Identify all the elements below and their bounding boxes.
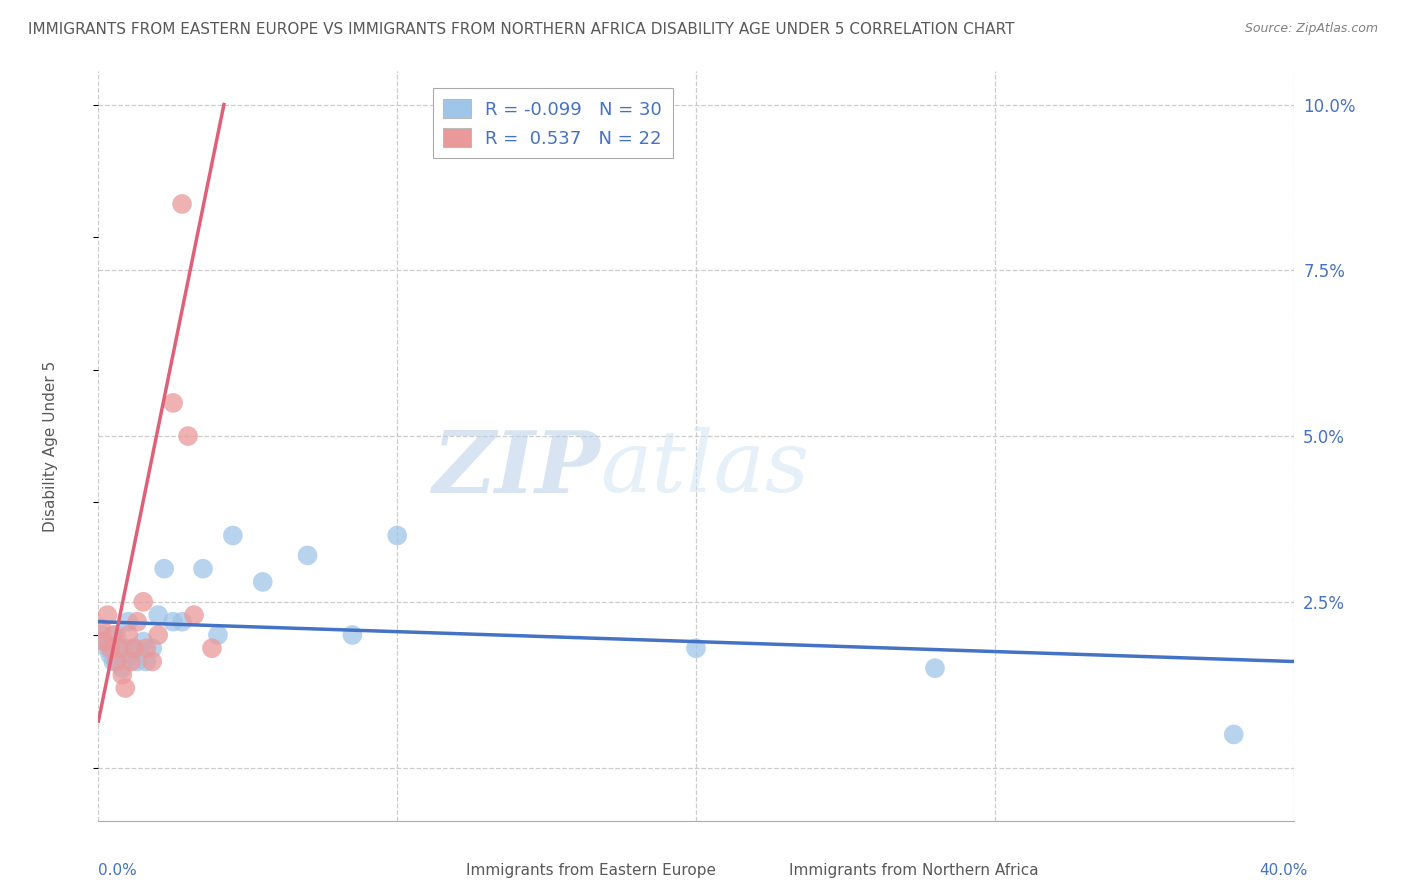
Text: Immigrants from Eastern Europe: Immigrants from Eastern Europe bbox=[465, 863, 716, 879]
Point bbox=[105, 628, 128, 642]
Point bbox=[90, 621, 112, 635]
Point bbox=[127, 655, 149, 669]
Point bbox=[685, 641, 707, 656]
Text: Immigrants from Northern Africa: Immigrants from Northern Africa bbox=[789, 863, 1039, 879]
Point bbox=[135, 655, 157, 669]
Point bbox=[93, 634, 115, 648]
Point bbox=[108, 641, 131, 656]
Point bbox=[117, 628, 139, 642]
Point bbox=[120, 655, 142, 669]
Text: Disability Age Under 5: Disability Age Under 5 bbox=[44, 360, 58, 532]
Point bbox=[924, 661, 946, 675]
Point bbox=[177, 429, 200, 443]
Legend: R = -0.099   N = 30, R =  0.537   N = 22: R = -0.099 N = 30, R = 0.537 N = 22 bbox=[433, 88, 672, 159]
Point bbox=[141, 641, 163, 656]
Point bbox=[385, 528, 409, 542]
Point bbox=[96, 608, 118, 623]
Point bbox=[111, 667, 134, 681]
Point bbox=[132, 634, 155, 648]
Point bbox=[162, 396, 184, 410]
Point bbox=[98, 641, 122, 656]
Point bbox=[201, 641, 224, 656]
Point bbox=[117, 615, 139, 629]
Point bbox=[172, 197, 194, 211]
Point bbox=[172, 615, 194, 629]
Point bbox=[148, 628, 170, 642]
Text: 0.0%: 0.0% bbox=[98, 863, 138, 879]
Point bbox=[132, 595, 155, 609]
Point bbox=[96, 641, 118, 656]
Point bbox=[105, 655, 128, 669]
Point bbox=[111, 661, 134, 675]
Point bbox=[222, 528, 245, 542]
Point bbox=[342, 628, 364, 642]
Point bbox=[252, 574, 274, 589]
Point bbox=[148, 608, 170, 623]
Point bbox=[124, 641, 146, 656]
Text: atlas: atlas bbox=[600, 427, 810, 510]
Point bbox=[124, 641, 146, 656]
Point bbox=[114, 681, 136, 695]
Point bbox=[183, 608, 205, 623]
Point bbox=[90, 628, 112, 642]
Text: Source: ZipAtlas.com: Source: ZipAtlas.com bbox=[1244, 22, 1378, 36]
Text: 40.0%: 40.0% bbox=[1260, 863, 1308, 879]
Point bbox=[141, 655, 163, 669]
Point bbox=[135, 641, 157, 656]
Point bbox=[153, 562, 176, 576]
Point bbox=[93, 634, 115, 648]
Point bbox=[191, 562, 214, 576]
Point bbox=[162, 615, 184, 629]
Point bbox=[127, 615, 149, 629]
Point bbox=[103, 655, 125, 669]
Text: IMMIGRANTS FROM EASTERN EUROPE VS IMMIGRANTS FROM NORTHERN AFRICA DISABILITY AGE: IMMIGRANTS FROM EASTERN EUROPE VS IMMIGR… bbox=[28, 22, 1015, 37]
Point bbox=[108, 641, 131, 656]
Point bbox=[207, 628, 229, 642]
Point bbox=[103, 628, 125, 642]
Point bbox=[297, 549, 319, 563]
Point bbox=[120, 648, 142, 662]
Point bbox=[114, 641, 136, 656]
Point bbox=[98, 648, 122, 662]
Text: ZIP: ZIP bbox=[433, 426, 600, 510]
Point bbox=[1223, 727, 1246, 741]
